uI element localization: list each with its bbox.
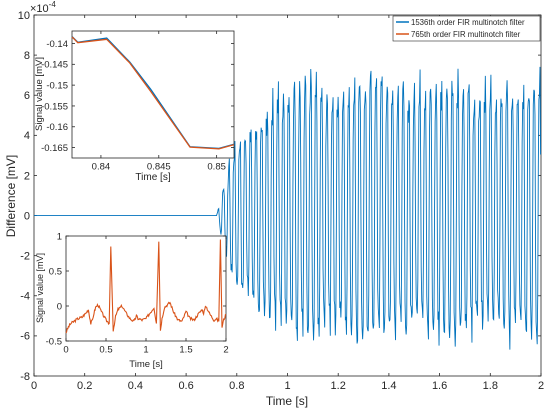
main-x-tick-label: 1.8	[483, 380, 498, 392]
main-y-tick-label: -8	[20, 371, 30, 383]
main-x-tick-label: 0.4	[128, 380, 143, 392]
inset-ecg-ticks: 0 0.5 1 1.5 2-0.500.51	[46, 231, 229, 355]
y-axis-label: Difference [mV]	[4, 155, 18, 237]
x-axis-label: Time [s]	[266, 394, 308, 408]
inset-zoom-y-tick-label: -0.165	[41, 143, 68, 154]
inset-zoom-y-tick-label: -0.15	[46, 80, 68, 91]
inset-ecg-signal-line	[65, 239, 227, 334]
inset-zoom-y-tick-label: -0.16	[46, 122, 68, 133]
main-x-tick-label: 0	[31, 380, 37, 392]
inset-zoom-series-765	[71, 36, 235, 150]
main-y-tick-label: -6	[20, 331, 30, 343]
main-y-tick-label: 8	[24, 50, 30, 62]
inset-zoom-axes: 0.84 0.845 0.85 -0.14 -0.145 -0.15 -0.155 -0.16…	[34, 30, 235, 183]
inset-ecg-y-label: Signal value [mV]	[35, 253, 45, 323]
main-series	[34, 66, 541, 350]
legend-entry-1536: 1536th order FIR multinotch filter	[411, 18, 525, 27]
series-1536-line	[34, 66, 541, 350]
inset-ecg-series	[65, 239, 227, 334]
inset-ecg-x-tick-label: 1	[143, 345, 148, 356]
inset-ecg-y-tick-label: 1	[57, 231, 62, 242]
inset-ecg-x-tick-label: 1.5	[179, 345, 192, 356]
main-y-tick-label: -4	[20, 291, 30, 303]
main-y-tick-label: 10	[18, 10, 30, 22]
main-x-tick-label: 0.2	[77, 380, 92, 392]
inset-ecg-x-tick-label: 2	[223, 345, 228, 356]
inset-zoom-x-tick-label: 0.845	[147, 162, 171, 173]
inset-zoom-y-tick-label: -0.145	[41, 60, 68, 71]
inset-zoom-y-tick-label: -0.14	[46, 39, 68, 50]
inset-ecg-y-tick-label: -0.5	[46, 336, 62, 347]
inset-zoom-x-tick-label: 0.84	[92, 162, 111, 173]
inset-ecg-plot-area	[65, 235, 227, 342]
main-x-tick-label: 0.8	[229, 380, 244, 392]
inset-zoom-y-label: Signal value [mV]	[34, 57, 45, 131]
legend-box	[392, 15, 541, 42]
inset-ecg-x-tick-label: 0	[63, 345, 68, 356]
legend: 1536th order FIR multinotch filter 765th…	[392, 15, 541, 42]
inset-zoom-y-tick-label: -0.155	[41, 101, 68, 112]
inset-zoom-x-label: Time [s]	[135, 172, 170, 183]
main-x-tick-label: 2	[538, 380, 544, 392]
main-ticks: 0 0.2 0.4 0.6 0.8 1 1.2 1.4 1.6 1.8 2 -8 -6 -4 -2 0 2 4 6 8…	[18, 10, 544, 392]
inset-ecg-axes: 0 0.5 1 1.5 2-0.500.51 Time [s] Signal value…	[35, 231, 229, 370]
main-y-tick-label: 6	[24, 90, 30, 102]
main-x-tick-label: 1.4	[381, 380, 396, 392]
main-x-tick-label: 0.6	[178, 380, 193, 392]
main-y-tick-label: -2	[20, 251, 30, 263]
inset-ecg-x-tick-label: 0.5	[99, 345, 112, 356]
y-exponent-label: ×10-4	[30, 0, 56, 15]
main-x-tick-label: 1.2	[331, 380, 346, 392]
inset-ecg-y-tick-label: 0	[57, 301, 62, 312]
inset-ecg-x-label: Time [s]	[129, 359, 162, 370]
inset-zoom-ticks: 0.84 0.845 0.85 -0.14 -0.145 -0.15 -0.155 -0.16…	[41, 31, 234, 173]
main-x-tick-label: 1.6	[432, 380, 447, 392]
inset-zoom-series	[71, 35, 235, 150]
main-y-tick-label: 2	[24, 170, 30, 182]
main-x-tick-label: 1	[284, 380, 290, 392]
inset-ecg-y-tick-label: 0.5	[49, 266, 62, 277]
main-y-tick-label: 0	[24, 210, 30, 222]
main-y-tick-label: 4	[24, 130, 30, 142]
legend-entry-765: 765th order FIR multinotch filter	[411, 30, 521, 39]
inset-zoom-x-tick-label: 0.85	[207, 162, 226, 173]
